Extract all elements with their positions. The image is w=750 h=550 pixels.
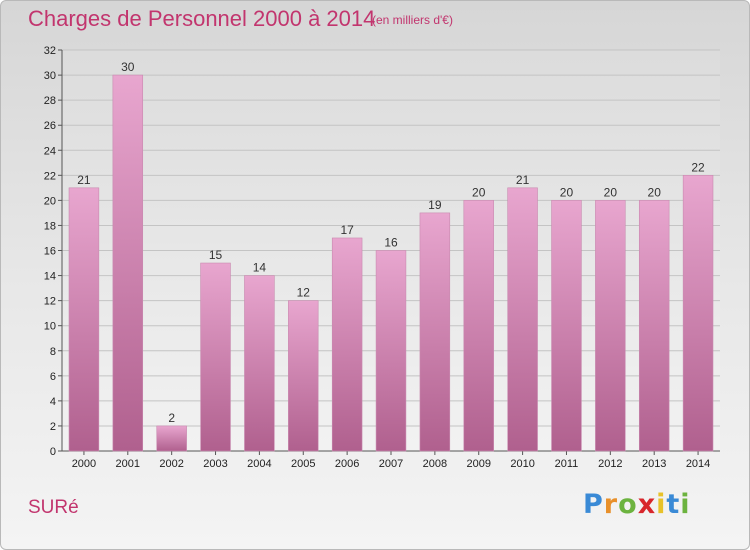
x-tick-label: 2006 bbox=[335, 458, 359, 470]
x-tick-label: 2008 bbox=[423, 458, 447, 470]
value-label: 21 bbox=[77, 173, 91, 187]
y-tick-label: 2 bbox=[50, 421, 56, 433]
y-tick-label: 26 bbox=[44, 120, 56, 132]
chart-subtitle: (en milliers d'€) bbox=[372, 13, 453, 27]
bars bbox=[68, 74, 714, 452]
x-tick-label: 2011 bbox=[555, 458, 579, 470]
bar bbox=[331, 237, 363, 452]
value-label: 16 bbox=[384, 236, 398, 250]
x-tick-label: 2002 bbox=[159, 458, 183, 470]
x-tick-label: 2012 bbox=[598, 458, 622, 470]
y-tick-label: 10 bbox=[44, 321, 56, 333]
value-label: 22 bbox=[691, 160, 705, 174]
bar bbox=[682, 175, 714, 452]
y-tick-label: 6 bbox=[50, 371, 56, 383]
x-tick-label: 2004 bbox=[247, 458, 271, 470]
y-tick-label: 32 bbox=[44, 45, 56, 57]
bar bbox=[200, 262, 231, 452]
x-tick-label: 2014 bbox=[686, 458, 710, 470]
y-tick-label: 12 bbox=[44, 296, 56, 308]
bar bbox=[68, 187, 100, 452]
y-tick-label: 16 bbox=[44, 246, 56, 258]
bar bbox=[244, 275, 275, 452]
y-tick-label: 8 bbox=[50, 346, 56, 358]
x-tick-label: 2005 bbox=[291, 458, 315, 470]
y-tick-label: 20 bbox=[44, 195, 56, 207]
x-tick-label: 2001 bbox=[116, 458, 140, 470]
value-label: 17 bbox=[340, 223, 354, 237]
bar bbox=[551, 200, 582, 452]
bar bbox=[463, 200, 494, 452]
value-labels: 21 30 2 15 14 12 17 16 19 20 21 20 20 20 22 bbox=[77, 60, 705, 425]
x-tick-label: 2013 bbox=[642, 458, 666, 470]
bar bbox=[419, 212, 451, 452]
value-label: 20 bbox=[472, 185, 486, 199]
y-tick-label: 24 bbox=[44, 145, 56, 157]
y-tick-label: 22 bbox=[44, 170, 56, 182]
chart-title: Charges de Personnel 2000 à 2014 bbox=[28, 6, 376, 31]
logo-letter: r bbox=[603, 489, 619, 520]
logo-letter: o bbox=[618, 489, 638, 520]
value-label: 15 bbox=[209, 248, 223, 262]
x-tick-label: 2007 bbox=[379, 458, 403, 470]
y-tick-label: 4 bbox=[50, 396, 56, 408]
bar bbox=[595, 200, 626, 452]
bar bbox=[112, 74, 144, 452]
bar bbox=[638, 200, 670, 452]
logo-letter: P bbox=[583, 489, 604, 520]
value-label: 19 bbox=[428, 198, 442, 212]
x-tick-label: 2009 bbox=[466, 458, 490, 470]
logo-letter: t bbox=[666, 489, 681, 520]
logo-letter: x bbox=[637, 489, 657, 520]
y-tick-label: 0 bbox=[50, 446, 56, 458]
logo-letter: i bbox=[656, 489, 667, 520]
y-tick-label: 28 bbox=[44, 95, 56, 107]
value-label: 20 bbox=[604, 185, 618, 199]
bar bbox=[156, 425, 187, 452]
value-label: 21 bbox=[516, 173, 530, 187]
value-label: 20 bbox=[648, 185, 662, 199]
y-tick-label: 18 bbox=[44, 220, 56, 232]
x-tick-label: 2003 bbox=[203, 458, 227, 470]
proxiti-logo[interactable]: Proxiti bbox=[583, 489, 691, 520]
y-tick-label: 30 bbox=[44, 70, 56, 82]
value-label: 20 bbox=[560, 185, 574, 199]
x-tick-label: 2000 bbox=[72, 458, 96, 470]
logo-letter: i bbox=[680, 489, 691, 520]
value-label: 12 bbox=[297, 286, 311, 300]
x-tick-label: 2010 bbox=[510, 458, 534, 470]
bar bbox=[375, 250, 407, 452]
bar bbox=[288, 300, 319, 452]
y-tick-label: 14 bbox=[44, 271, 56, 283]
value-label: 30 bbox=[121, 60, 135, 74]
value-label: 14 bbox=[253, 261, 267, 275]
bar bbox=[507, 187, 538, 452]
commune-name: SURé bbox=[28, 497, 79, 518]
value-label: 2 bbox=[168, 411, 175, 425]
